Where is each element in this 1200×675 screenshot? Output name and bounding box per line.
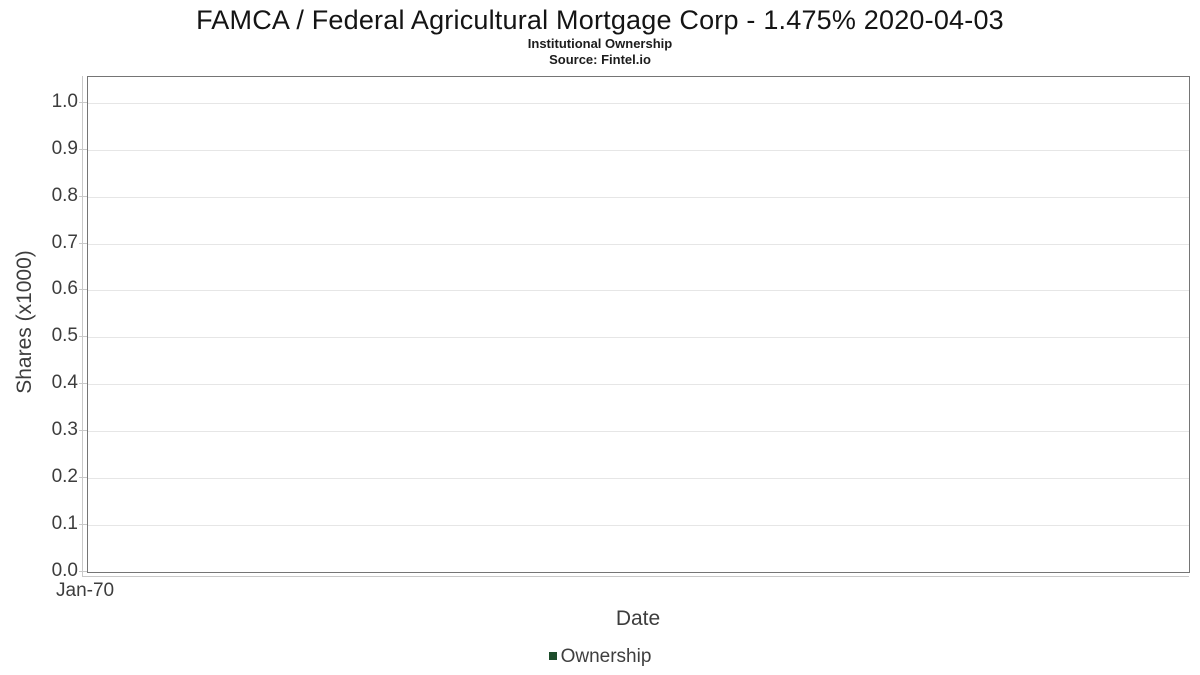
- y-tick-mark-0.4: [79, 383, 87, 384]
- plot-area: [87, 76, 1190, 573]
- legend[interactable]: Ownership: [0, 646, 1200, 668]
- y-tick-mark-0.1: [79, 524, 87, 525]
- gridline-y-1.0: [88, 103, 1189, 104]
- x-axis-line: [82, 576, 1189, 577]
- y-tick-label-0.9: 0.9: [51, 138, 78, 159]
- gridline-y-0.5: [88, 337, 1189, 338]
- y-tick-label-0.3: 0.3: [51, 419, 78, 440]
- y-tick-mark-0.2: [79, 477, 87, 478]
- y-tick-mark-0.7: [79, 243, 87, 244]
- y-tick-mark-0.0: [79, 571, 87, 572]
- x-axis-label: Date: [615, 607, 661, 630]
- y-tick-mark-0.3: [79, 430, 87, 431]
- gridline-y-0.9: [88, 150, 1189, 151]
- chart-source-credit: Source: Fintel.io: [549, 52, 651, 67]
- y-tick-label-0.8: 0.8: [51, 185, 78, 206]
- y-tick-mark-0.8: [79, 196, 87, 197]
- y-tick-mark-0.6: [79, 289, 87, 290]
- gridline-y-0.2: [88, 478, 1189, 479]
- y-tick-label-0.4: 0.4: [51, 372, 78, 393]
- y-axis-line: [82, 76, 83, 577]
- y-tick-mark-0.9: [79, 149, 87, 150]
- y-tick-label-0.7: 0.7: [51, 232, 78, 253]
- y-tick-mark-0.5: [79, 336, 87, 337]
- gridline-y-0.1: [88, 525, 1189, 526]
- y-tick-label-0.5: 0.5: [51, 325, 78, 346]
- gridline-y-0.4: [88, 384, 1189, 385]
- chart-subtitle: Institutional Ownership: [527, 36, 673, 51]
- legend-marker-ownership-icon: [548, 652, 557, 660]
- y-tick-label-0.0: 0.0: [51, 560, 78, 581]
- chart-title: FAMCA / Federal Agricultural Mortgage Co…: [196, 5, 1004, 35]
- gridline-y-0.6: [88, 290, 1189, 291]
- legend-label-ownership: Ownership: [560, 646, 652, 667]
- y-tick-label-1.0: 1.0: [51, 91, 78, 112]
- y-tick-mark-1.0: [79, 102, 87, 103]
- gridline-y-0.8: [88, 197, 1189, 198]
- x-axis-tick-label: Jan-70: [56, 580, 115, 601]
- y-tick-label-0.2: 0.2: [51, 466, 78, 487]
- y-tick-label-0.1: 0.1: [51, 513, 78, 534]
- y-tick-label-0.6: 0.6: [51, 278, 78, 299]
- gridline-y-0.7: [88, 244, 1189, 245]
- gridline-y-0.3: [88, 431, 1189, 432]
